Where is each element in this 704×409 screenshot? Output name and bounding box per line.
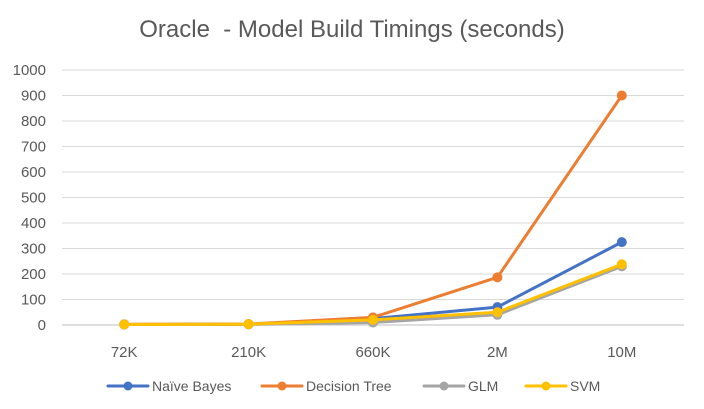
y-tick-label: 600 bbox=[21, 164, 46, 181]
series-lines bbox=[119, 90, 627, 330]
y-tick-label: 800 bbox=[21, 113, 46, 130]
series-line bbox=[122, 94, 624, 326]
y-tick-label: 1000 bbox=[13, 62, 46, 79]
x-tick-label: 660K bbox=[355, 344, 390, 361]
y-tick-label: 900 bbox=[21, 88, 46, 105]
y-tick-label: 400 bbox=[21, 215, 46, 232]
legend-entry: SVM bbox=[524, 378, 600, 394]
legend-entry: Decision Tree bbox=[260, 378, 392, 394]
y-axis: 0 100 200 300 400 500 600 700 800 900 1000 bbox=[13, 62, 46, 334]
legend-label: Decision Tree bbox=[306, 378, 392, 394]
legend: Naïve Bayes Decision Tree GLM SVM bbox=[106, 378, 600, 394]
legend-swatch-marker bbox=[277, 381, 287, 391]
y-tick-label: 200 bbox=[21, 266, 46, 283]
y-tick-label: 300 bbox=[21, 241, 46, 258]
series-line bbox=[122, 240, 624, 326]
legend-swatch-marker bbox=[439, 381, 449, 391]
chart-title: Oracle - Model Build Timings (seconds) bbox=[139, 16, 564, 43]
data-point bbox=[616, 259, 627, 270]
data-point bbox=[368, 314, 378, 325]
x-tick-label: 10M bbox=[607, 344, 636, 361]
gridlines bbox=[62, 69, 684, 326]
legend-swatch-marker bbox=[541, 381, 551, 391]
data-point bbox=[119, 319, 130, 330]
y-tick-label: 0 bbox=[38, 317, 46, 334]
data-point bbox=[492, 307, 503, 318]
y-tick-label: 700 bbox=[21, 139, 46, 156]
data-point bbox=[243, 319, 254, 330]
y-tick-label: 100 bbox=[21, 292, 46, 309]
legend-entry: GLM bbox=[422, 378, 498, 394]
legend-entry: Naïve Bayes bbox=[106, 378, 231, 394]
data-point bbox=[492, 272, 503, 283]
x-tick-label: 2M bbox=[487, 344, 508, 361]
series-svm bbox=[119, 259, 627, 330]
x-tick-label: 72K bbox=[111, 344, 138, 361]
x-axis: 72K 210K 660K 2M 10M bbox=[111, 344, 637, 361]
x-tick-label: 210K bbox=[231, 344, 266, 361]
legend-swatch-marker bbox=[123, 381, 133, 391]
data-point bbox=[616, 90, 627, 101]
legend-label: GLM bbox=[468, 378, 498, 394]
y-tick-label: 500 bbox=[21, 190, 46, 207]
data-point bbox=[616, 237, 627, 248]
legend-label: SVM bbox=[570, 378, 600, 394]
legend-label: Naïve Bayes bbox=[152, 378, 231, 394]
